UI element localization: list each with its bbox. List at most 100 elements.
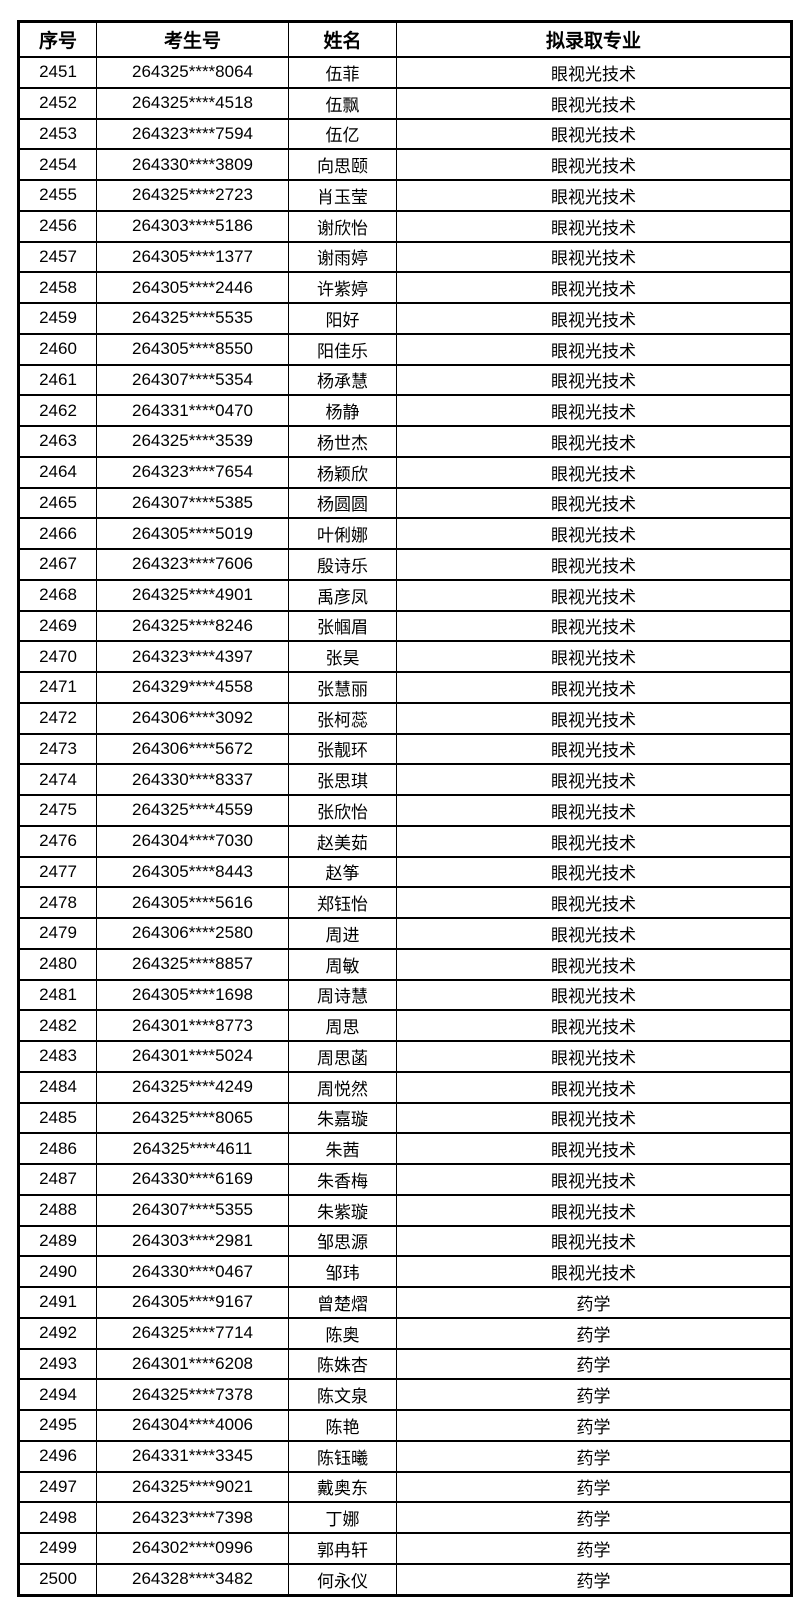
seq-cell: 2455	[18, 179, 97, 212]
name-cell: 朱香梅	[288, 1163, 397, 1196]
candidate-no-cell: 264325****7714	[96, 1316, 289, 1350]
table-row: 2494 264325****7378 陈文泉 药学	[18, 1378, 792, 1411]
major-cell: 药学	[396, 1409, 792, 1442]
major-cell: 眼视光技术	[396, 1193, 792, 1227]
name-cell: 朱茜	[288, 1132, 397, 1165]
seq-cell: 2456	[18, 209, 97, 243]
name-cell: 周悦然	[288, 1070, 397, 1104]
candidate-no-cell: 264325****2723	[96, 179, 289, 212]
major-cell: 眼视光技术	[396, 1132, 792, 1165]
table-row: 2464 264323****7654 杨颖欣 眼视光技术	[18, 455, 792, 489]
table-row: 2475 264325****4559 张欣怡 眼视光技术	[18, 794, 792, 827]
candidate-no-cell: 264305****8443	[96, 855, 289, 889]
major-cell: 眼视光技术	[396, 1163, 792, 1196]
major-cell: 眼视光技术	[396, 824, 792, 858]
major-cell: 眼视光技术	[396, 855, 792, 889]
col-header-name: 姓名	[288, 20, 397, 58]
candidate-no-cell: 264331****3345	[96, 1439, 289, 1473]
table-row: 2452 264325****4518 伍飘 眼视光技术	[18, 86, 792, 120]
table-row: 2466 264305****5019 叶俐娜 眼视光技术	[18, 517, 792, 550]
candidate-no-cell: 264305****9167	[96, 1286, 289, 1319]
major-cell: 眼视光技术	[396, 978, 792, 1012]
major-cell: 眼视光技术	[396, 886, 792, 919]
candidate-no-cell: 264325****9021	[96, 1470, 289, 1504]
candidate-no-cell: 264306****2580	[96, 917, 289, 950]
name-cell: 阳好	[288, 302, 397, 335]
candidate-no-cell: 264325****7378	[96, 1378, 289, 1411]
candidate-no-cell: 264325****4901	[96, 578, 289, 612]
seq-cell: 2475	[18, 794, 97, 827]
seq-cell: 2469	[18, 609, 97, 643]
table-row: 2497 264325****9021 戴奥东 药学	[18, 1470, 792, 1504]
major-cell: 药学	[396, 1378, 792, 1411]
seq-cell: 2498	[18, 1501, 97, 1534]
candidate-no-cell: 264305****5616	[96, 886, 289, 919]
name-cell: 杨圆圆	[288, 486, 397, 520]
table-row: 2473 264306****5672 张靓环 眼视光技术	[18, 732, 792, 766]
major-cell: 眼视光技术	[396, 548, 792, 581]
seq-cell: 2454	[18, 148, 97, 181]
major-cell: 药学	[396, 1562, 792, 1597]
candidate-no-cell: 264323****7398	[96, 1501, 289, 1534]
major-cell: 眼视光技术	[396, 271, 792, 304]
table-row: 2455 264325****2723 肖玉莹 眼视光技术	[18, 179, 792, 212]
candidate-no-cell: 264325****4518	[96, 86, 289, 120]
table-row: 2453 264323****7594 伍亿 眼视光技术	[18, 117, 792, 151]
major-cell: 眼视光技术	[396, 240, 792, 274]
seq-cell: 2495	[18, 1409, 97, 1442]
table-row: 2479 264306****2580 周进 眼视光技术	[18, 917, 792, 950]
name-cell: 张帼眉	[288, 609, 397, 643]
name-cell: 赵美茹	[288, 824, 397, 858]
candidate-no-cell: 264330****8337	[96, 763, 289, 796]
table-row: 2463 264325****3539 杨世杰 眼视光技术	[18, 425, 792, 458]
seq-cell: 2491	[18, 1286, 97, 1319]
major-cell: 眼视光技术	[396, 1009, 792, 1042]
candidate-no-cell: 264330****0467	[96, 1255, 289, 1288]
table-row: 2483 264301****5024 周思菡 眼视光技术	[18, 1040, 792, 1073]
table-row: 2485 264325****8065 朱嘉璇 眼视光技术	[18, 1101, 792, 1135]
major-cell: 药学	[396, 1439, 792, 1473]
table-row: 2478 264305****5616 郑钰怡 眼视光技术	[18, 886, 792, 919]
name-cell: 郭冉轩	[288, 1532, 397, 1565]
name-cell: 陈文泉	[288, 1378, 397, 1411]
name-cell: 周敏	[288, 947, 397, 981]
table-row: 2471 264329****4558 张慧丽 眼视光技术	[18, 671, 792, 704]
table-row: 2457 264305****1377 谢雨婷 眼视光技术	[18, 240, 792, 274]
seq-cell: 2453	[18, 117, 97, 151]
candidate-no-cell: 264305****8550	[96, 332, 289, 366]
candidate-no-cell: 264325****4559	[96, 794, 289, 827]
major-cell: 药学	[396, 1470, 792, 1504]
table-row: 2486 264325****4611 朱茜 眼视光技术	[18, 1132, 792, 1165]
col-header-seq: 序号	[18, 20, 97, 58]
table-row: 2488 264307****5355 朱紫璇 眼视光技术	[18, 1193, 792, 1227]
name-cell: 陈钰曦	[288, 1439, 397, 1473]
table-row: 2493 264301****6208 陈姝杏 药学	[18, 1347, 792, 1381]
major-cell: 眼视光技术	[396, 917, 792, 950]
major-cell: 眼视光技术	[396, 363, 792, 397]
table-row: 2459 264325****5535 阳好 眼视光技术	[18, 302, 792, 335]
name-cell: 何永仪	[288, 1562, 397, 1597]
name-cell: 郑钰怡	[288, 886, 397, 919]
name-cell: 叶俐娜	[288, 517, 397, 550]
table-row: 2490 264330****0467 邹玮 眼视光技术	[18, 1255, 792, 1288]
name-cell: 伍飘	[288, 86, 397, 120]
candidate-no-cell: 264330****6169	[96, 1163, 289, 1196]
candidate-no-cell: 264325****4611	[96, 1132, 289, 1165]
major-cell: 眼视光技术	[396, 763, 792, 796]
name-cell: 肖玉莹	[288, 179, 397, 212]
seq-cell: 2493	[18, 1347, 97, 1381]
candidate-no-cell: 264323****7654	[96, 455, 289, 489]
major-cell: 眼视光技术	[396, 1101, 792, 1135]
major-cell: 眼视光技术	[396, 486, 792, 520]
seq-cell: 2482	[18, 1009, 97, 1042]
table-row: 2472 264306****3092 张柯蕊 眼视光技术	[18, 701, 792, 735]
table-row: 2481 264305****1698 周诗慧 眼视光技术	[18, 978, 792, 1012]
seq-cell: 2494	[18, 1378, 97, 1411]
major-cell: 眼视光技术	[396, 209, 792, 243]
candidate-no-cell: 264307****5354	[96, 363, 289, 397]
name-cell: 张靓环	[288, 732, 397, 766]
name-cell: 邹思源	[288, 1224, 397, 1258]
table-row: 2454 264330****3809 向思颐 眼视光技术	[18, 148, 792, 181]
name-cell: 杨世杰	[288, 425, 397, 458]
name-cell: 伍亿	[288, 117, 397, 151]
